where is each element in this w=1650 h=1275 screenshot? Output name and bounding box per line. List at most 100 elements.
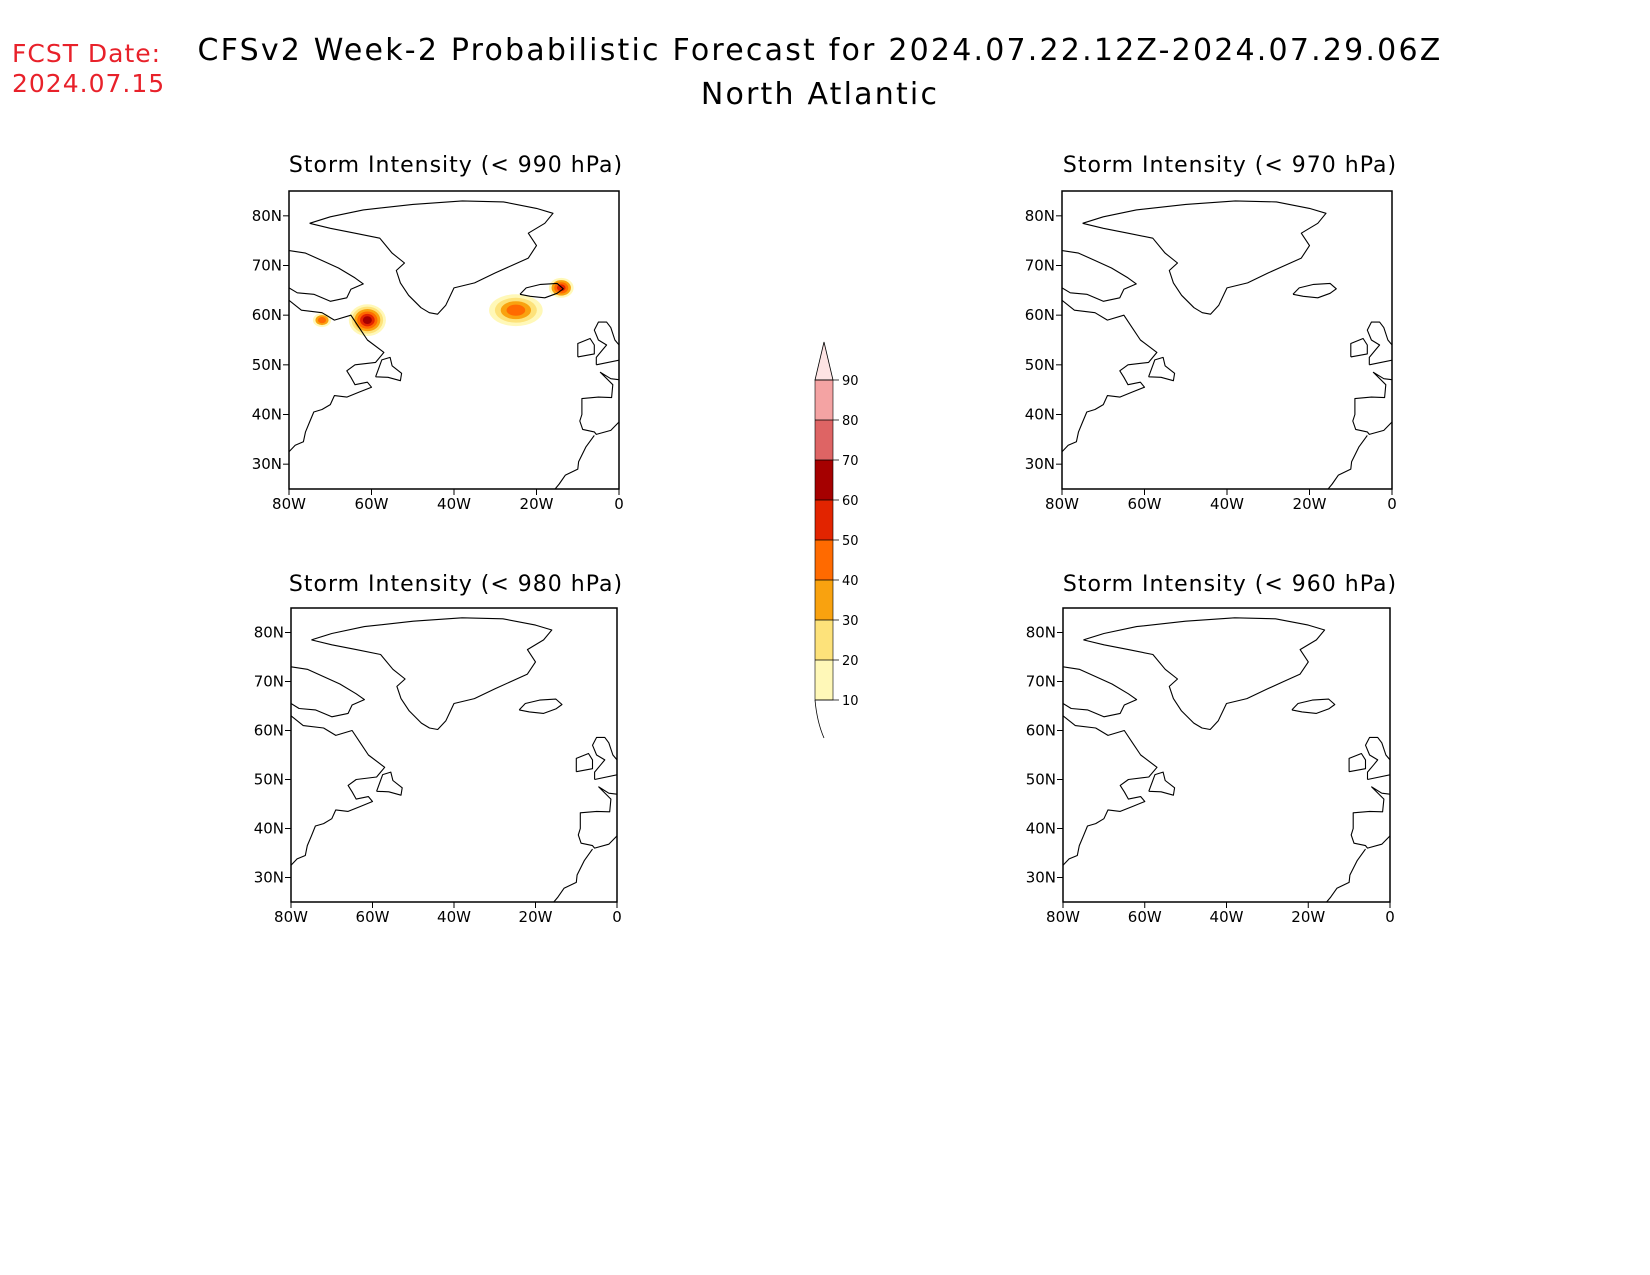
coastlines bbox=[289, 200, 619, 489]
coastline-segment bbox=[1327, 435, 1368, 489]
colorbar-segment-70 bbox=[815, 420, 833, 460]
coastline-segment bbox=[1348, 752, 1367, 773]
colorbar-tick-label: 90 bbox=[842, 374, 859, 389]
coastline-segment bbox=[553, 848, 593, 902]
lat-tick-label: 80N bbox=[1026, 624, 1056, 642]
lon-tick-label: 40W bbox=[437, 908, 471, 926]
coastline-segment bbox=[1062, 250, 1137, 302]
longitude-axis: 80W 60W 40W 20W 0 bbox=[1045, 489, 1397, 513]
coastline-segment bbox=[1366, 321, 1392, 366]
lon-tick-label: 40W bbox=[1210, 495, 1244, 513]
colorbar-bottom-cap bbox=[814, 699, 825, 739]
lon-tick-label: 80W bbox=[1046, 908, 1080, 926]
lon-tick-label: 0 bbox=[1387, 495, 1397, 513]
lat-tick-label: 40N bbox=[252, 406, 282, 424]
latitude-axis: 80N 70N 60N 50N 40N 30N bbox=[254, 624, 291, 887]
probability-colorbar: 10 20 30 40 50 60 70 80 90 bbox=[814, 341, 859, 739]
coastline-segment bbox=[309, 200, 554, 315]
longitude-axis: 80W 60W 40W 20W 0 bbox=[272, 489, 624, 513]
coastline-segment bbox=[1291, 698, 1336, 714]
coastline-segment bbox=[1364, 736, 1390, 781]
probability-contour-40 bbox=[317, 317, 327, 324]
lon-tick-label: 60W bbox=[356, 908, 390, 926]
lat-tick-label: 40N bbox=[1025, 406, 1055, 424]
lon-tick-label: 60W bbox=[1128, 908, 1162, 926]
panel-980hpa: Storm Intensity (< 980 hPa) 80N 70N 60N 50N… bbox=[254, 572, 622, 926]
lon-tick-label: 40W bbox=[437, 495, 471, 513]
map-frame bbox=[288, 190, 620, 490]
lat-tick-label: 30N bbox=[1026, 869, 1056, 887]
coastline-segment bbox=[375, 356, 403, 382]
lon-tick-label: 80W bbox=[274, 908, 308, 926]
lat-tick-label: 80N bbox=[1025, 207, 1055, 225]
coastline-segment bbox=[575, 752, 594, 773]
lat-tick-label: 70N bbox=[254, 673, 284, 691]
coastline-segment bbox=[1083, 617, 1326, 731]
colorbar-segment-60 bbox=[815, 460, 833, 500]
lon-tick-label: 0 bbox=[1385, 908, 1395, 926]
fcst-date-value: 2024.07.15 bbox=[12, 69, 165, 98]
coastline-segment bbox=[591, 736, 617, 781]
colorbar-tick-label: 80 bbox=[842, 414, 859, 429]
longitude-axis: 80W 60W 40W 20W 0 bbox=[1046, 902, 1395, 926]
lat-tick-label: 50N bbox=[254, 771, 284, 789]
coastline-segment bbox=[291, 715, 386, 866]
latitude-axis: 80N 70N 60N 50N 40N 30N bbox=[1026, 624, 1063, 887]
map-frame bbox=[290, 607, 618, 903]
colorbar-segment-20 bbox=[815, 620, 833, 660]
map-frame bbox=[1061, 190, 1393, 490]
colorbar-tick-label: 40 bbox=[842, 574, 859, 589]
lat-tick-label: 80N bbox=[254, 624, 284, 642]
colorbar-tick-label: 50 bbox=[842, 534, 859, 549]
lat-tick-label: 60N bbox=[1026, 722, 1056, 740]
lon-tick-label: 60W bbox=[355, 495, 389, 513]
lat-tick-label: 50N bbox=[252, 356, 282, 374]
coastline-segment bbox=[518, 698, 563, 714]
lat-tick-label: 60N bbox=[254, 722, 284, 740]
panel-960hpa: Storm Intensity (< 960 hPa) 80N 70N 60N 50N… bbox=[1026, 572, 1397, 926]
colorbar-segment-40 bbox=[815, 540, 833, 580]
lat-tick-label: 30N bbox=[252, 455, 282, 473]
panel-title: Storm Intensity (< 990 hPa) bbox=[289, 153, 623, 178]
coastline-segment bbox=[577, 786, 617, 849]
lat-tick-label: 50N bbox=[1025, 356, 1055, 374]
lat-tick-label: 70N bbox=[1025, 257, 1055, 275]
probability-contour-60 bbox=[362, 316, 372, 324]
coastline-segment bbox=[311, 617, 553, 731]
coastlines bbox=[291, 617, 617, 902]
colorbar-segment-30 bbox=[815, 580, 833, 620]
coastline-segment bbox=[1292, 282, 1337, 299]
lat-tick-label: 30N bbox=[1025, 455, 1055, 473]
coastline-segment bbox=[1148, 771, 1176, 796]
longitude-axis: 80W 60W 40W 20W 0 bbox=[274, 902, 622, 926]
lon-tick-label: 80W bbox=[272, 495, 306, 513]
coastline-segment bbox=[1063, 666, 1138, 718]
lat-tick-label: 80N bbox=[252, 207, 282, 225]
lon-tick-label: 20W bbox=[519, 908, 553, 926]
coastline-segment bbox=[1082, 200, 1327, 315]
coastline-segment bbox=[1063, 715, 1158, 866]
panel-title: Storm Intensity (< 960 hPa) bbox=[1063, 572, 1397, 597]
coastline-segment bbox=[579, 371, 619, 435]
probability-contour-50 bbox=[556, 284, 566, 292]
coastline-segment bbox=[577, 337, 595, 358]
lon-tick-label: 20W bbox=[1291, 908, 1325, 926]
coastline-segment bbox=[289, 299, 385, 453]
lat-tick-label: 70N bbox=[252, 257, 282, 275]
coastline-segment bbox=[1350, 337, 1368, 358]
lon-tick-label: 20W bbox=[1293, 495, 1327, 513]
coastline-segment bbox=[593, 321, 619, 366]
probability-shading bbox=[312, 277, 574, 337]
coastline-segment bbox=[289, 250, 364, 302]
lat-tick-label: 40N bbox=[1026, 820, 1056, 838]
colorbar-tick-label: 60 bbox=[842, 494, 859, 509]
colorbar-segment-80 bbox=[815, 380, 833, 420]
lon-tick-label: 0 bbox=[614, 495, 624, 513]
lon-tick-label: 20W bbox=[520, 495, 554, 513]
lon-tick-label: 40W bbox=[1210, 908, 1244, 926]
colorbar-segment-50 bbox=[815, 500, 833, 540]
lon-tick-label: 0 bbox=[612, 908, 622, 926]
coastlines bbox=[1063, 617, 1390, 902]
colorbar-tick-label: 70 bbox=[842, 454, 859, 469]
latitude-axis: 80N 70N 60N 50N 40N 30N bbox=[252, 207, 289, 473]
